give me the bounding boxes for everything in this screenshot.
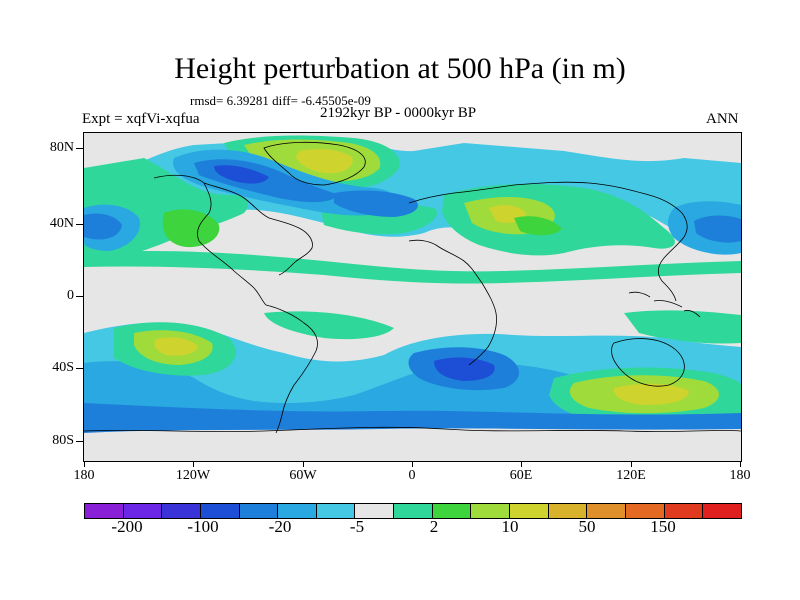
colorbar bbox=[84, 503, 742, 519]
lat-tick bbox=[76, 224, 83, 225]
lon-label: 120E bbox=[616, 468, 646, 483]
contour-atlantic-blue bbox=[334, 190, 418, 217]
experiment-label: Expt = xqfVi-xqfua bbox=[82, 111, 200, 127]
lon-label: 180 bbox=[73, 468, 95, 483]
contour-map bbox=[83, 132, 742, 462]
stats-line: rmsd= 6.39281 diff= -6.45505e-09 bbox=[190, 93, 371, 108]
lon-label: 60W bbox=[289, 468, 317, 483]
colorbar-segment bbox=[123, 504, 163, 518]
colorbar-label: 10 bbox=[501, 517, 519, 536]
colorbar-label: -100 bbox=[187, 517, 219, 536]
lon-label: 60E bbox=[509, 468, 533, 483]
colorbar-segment bbox=[432, 504, 472, 518]
lat-label: 80N bbox=[49, 140, 74, 155]
coastline-antarctica bbox=[84, 426, 741, 432]
lon-tick bbox=[84, 461, 85, 467]
lat-label: 40N bbox=[49, 216, 74, 231]
contour-mideast-green bbox=[514, 216, 562, 236]
colorbar-segment bbox=[278, 504, 317, 518]
colorbar-segment bbox=[625, 504, 665, 518]
coastline-africa bbox=[408, 239, 497, 366]
antarctica-light bbox=[84, 428, 741, 461]
colorbar-segment bbox=[239, 504, 279, 518]
lat-label: 0 bbox=[67, 288, 74, 303]
coastline-greenland bbox=[263, 141, 366, 186]
contour-south-pacific-olive bbox=[154, 337, 198, 356]
colorbar-segment bbox=[355, 504, 395, 518]
contour-indian-ocean-green bbox=[624, 310, 741, 344]
colorbar-segment bbox=[85, 504, 124, 518]
contour-australia-olive bbox=[613, 383, 689, 405]
lon-tick bbox=[740, 461, 741, 467]
contour-pacific-east-dark bbox=[694, 215, 741, 243]
period-label: 2192kyr BP - 0000kyr BP bbox=[320, 105, 477, 121]
lon-tick bbox=[193, 461, 194, 467]
contour-greenland-olive bbox=[296, 149, 353, 174]
colorbar-label: 2 bbox=[429, 517, 439, 536]
colorbar-label: -200 bbox=[111, 517, 143, 536]
coastline-south-america bbox=[265, 304, 318, 434]
lon-tick bbox=[631, 461, 632, 467]
contour-antarctic-band bbox=[84, 403, 741, 438]
colorbar-segment bbox=[471, 504, 511, 518]
coastline-australia bbox=[611, 338, 685, 387]
colorbar-segment bbox=[548, 504, 588, 518]
colorbar-segment bbox=[394, 504, 433, 518]
lat-label: 80S bbox=[52, 433, 74, 448]
map-title: Height perturbation at 500 hPa (in m) bbox=[174, 52, 626, 85]
lat-tick bbox=[76, 368, 83, 369]
coastline-maritime bbox=[628, 291, 701, 318]
contour-pacific-green-blob bbox=[162, 209, 220, 248]
contour-pacific-west-dark bbox=[84, 213, 122, 240]
colorbar-segment bbox=[587, 504, 626, 518]
colorbar-segment bbox=[703, 504, 741, 518]
lon-tick bbox=[521, 461, 522, 467]
contour-equator-green-south bbox=[264, 311, 394, 340]
lat-tick bbox=[76, 441, 83, 442]
colorbar-label: 50 bbox=[578, 517, 596, 536]
coastline-europe-asia bbox=[408, 181, 688, 302]
lon-label: 0 bbox=[408, 468, 416, 483]
lat-tick bbox=[76, 148, 83, 149]
contour-equator-green-north bbox=[84, 250, 741, 284]
colorbar-segment bbox=[664, 504, 704, 518]
contour-south-atlantic-core bbox=[434, 357, 495, 381]
coastline-north-america bbox=[153, 174, 313, 306]
contour-canada-core bbox=[214, 165, 269, 184]
lat-tick bbox=[76, 296, 83, 297]
colorbar-segment bbox=[316, 504, 356, 518]
lat-label: 40S bbox=[52, 360, 74, 375]
coastlines bbox=[84, 141, 741, 434]
colorbar-label: -20 bbox=[268, 517, 292, 536]
colorbar-segment bbox=[510, 504, 549, 518]
lon-tick bbox=[303, 461, 304, 467]
lon-tick bbox=[412, 461, 413, 467]
colorbar-segment bbox=[162, 504, 201, 518]
lon-label: 120W bbox=[175, 468, 211, 483]
season-label: ANN bbox=[706, 111, 739, 127]
colorbar-segment bbox=[200, 504, 240, 518]
colorbar-label: 150 bbox=[650, 517, 676, 536]
colorbar-label: -5 bbox=[349, 517, 365, 536]
lon-label: 180 bbox=[729, 468, 751, 483]
